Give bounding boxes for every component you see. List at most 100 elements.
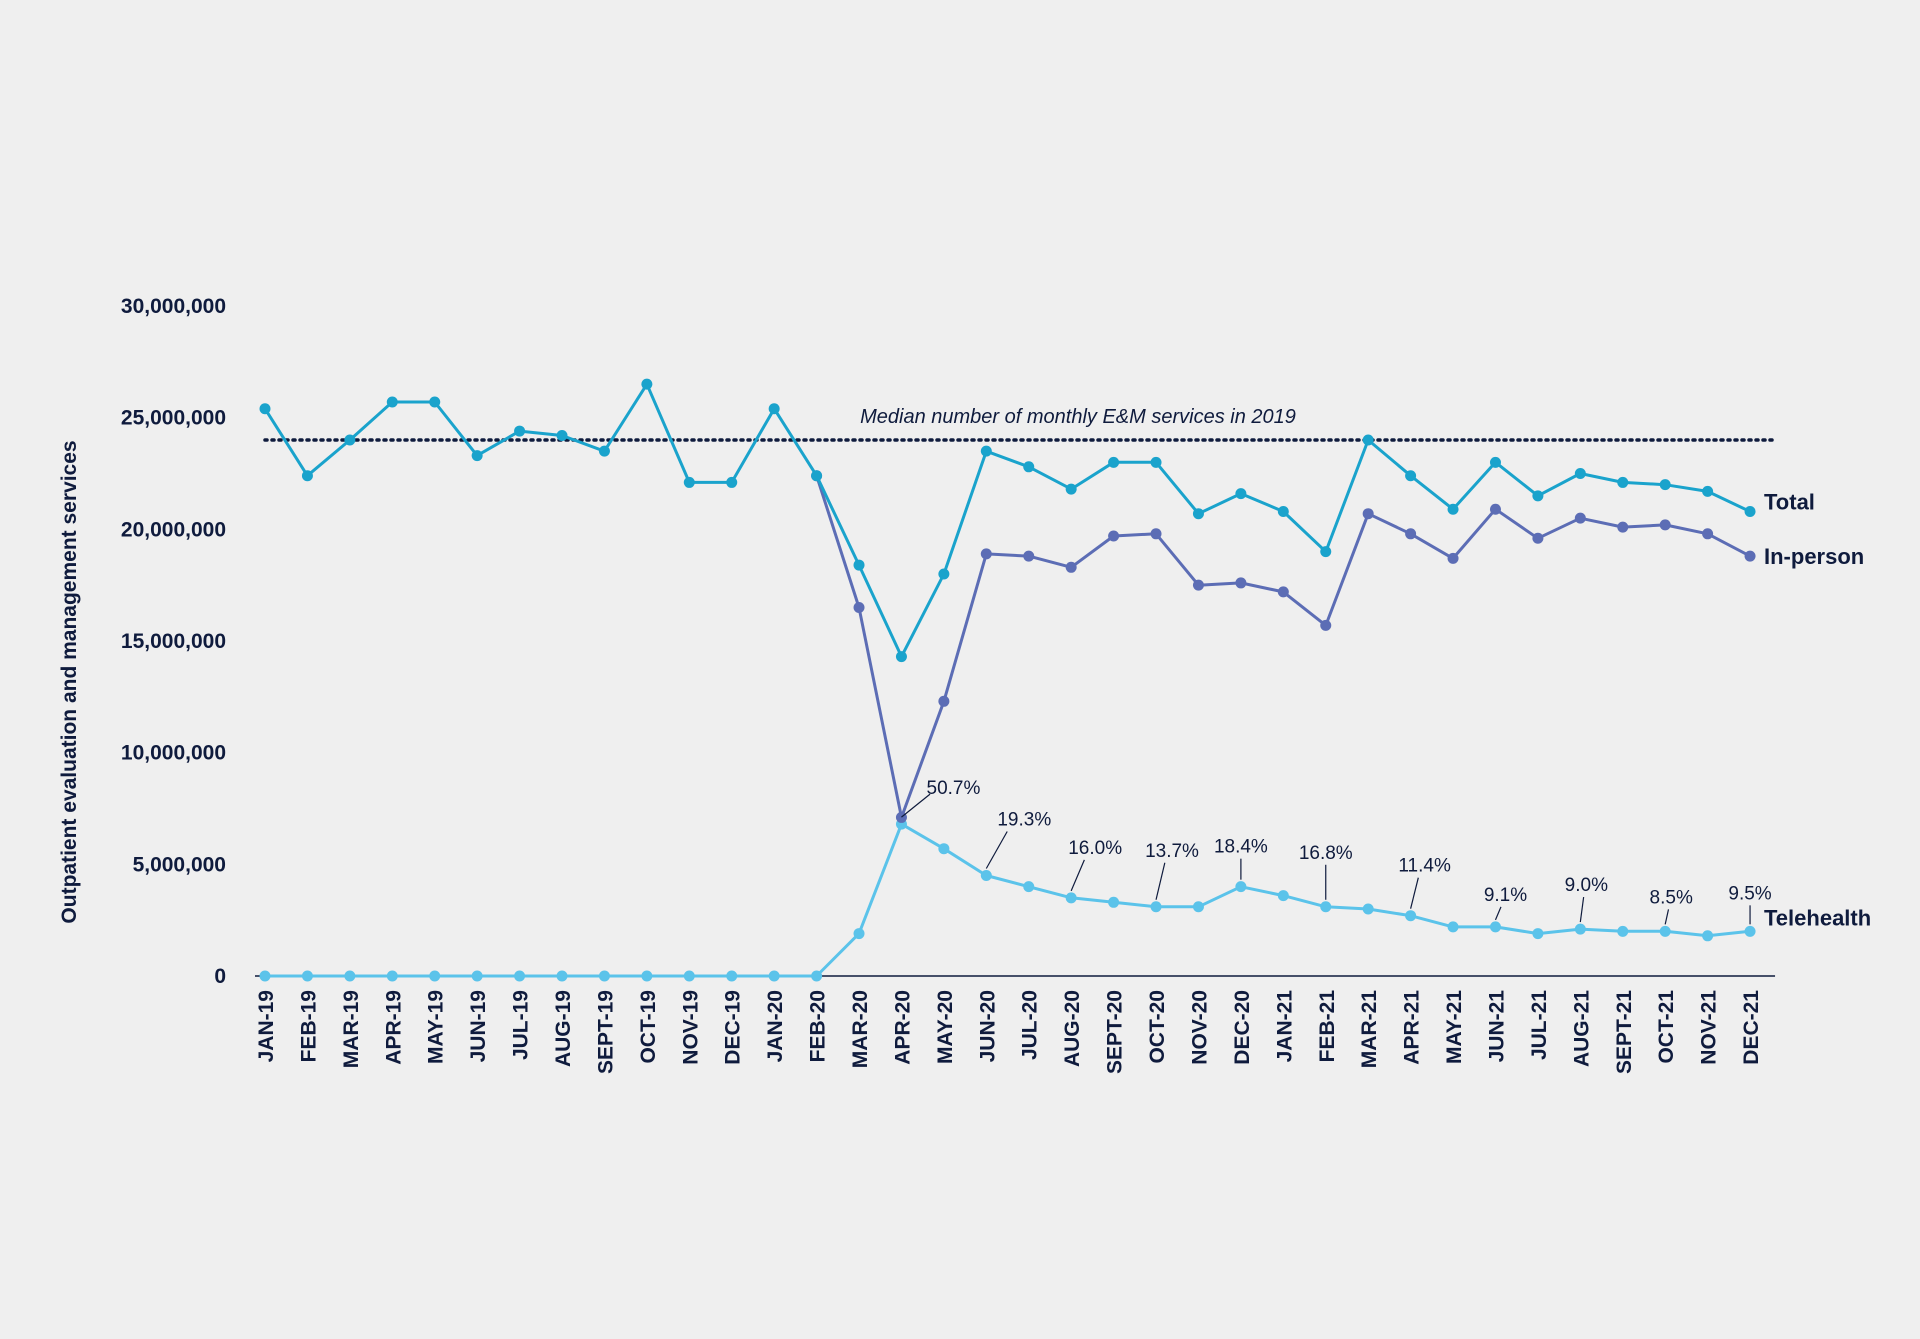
in-person-point [1532, 532, 1544, 544]
y-tick-label: 25,000,000 [121, 407, 226, 430]
in-person-point [1405, 528, 1417, 540]
telehealth-point [726, 970, 738, 982]
telehealth-point [853, 928, 865, 940]
telehealth-series-label: Telehealth [1764, 905, 1871, 930]
x-tick-label: OCT-20 [1146, 990, 1169, 1064]
total-point [811, 470, 823, 482]
x-tick-label: APR-19 [382, 990, 405, 1065]
y-tick-label: 0 [214, 965, 226, 988]
telehealth-point [1108, 896, 1120, 908]
x-tick-label: DEC-21 [1740, 990, 1763, 1065]
telehealth-point [1574, 923, 1586, 935]
telehealth-share-label: 9.5% [1728, 883, 1771, 904]
telehealth-share-leader [901, 793, 931, 818]
total-series-line [263, 382, 1751, 659]
telehealth-point [514, 970, 526, 982]
y-axis-title-group: Outpatient evaluation and management ser… [58, 440, 81, 923]
total-point [938, 568, 950, 580]
total-point [1277, 505, 1289, 517]
total-point [429, 396, 441, 408]
total-point [471, 450, 483, 462]
telehealth-share-label: 11.4% [1398, 856, 1451, 877]
telehealth-point [811, 970, 823, 982]
x-tick-label: DEC-19 [722, 990, 745, 1065]
telehealth-share-label: 16.8% [1299, 843, 1353, 864]
telehealth-point [1405, 910, 1417, 922]
x-tick-label: APR-20 [891, 990, 914, 1065]
x-tick-label: MAY-21 [1443, 990, 1466, 1064]
in-person-point [1744, 550, 1756, 562]
telehealth-point [1235, 881, 1247, 893]
telehealth-share-label: 8.5% [1650, 887, 1693, 908]
telehealth-point [683, 970, 695, 982]
total-point [683, 476, 695, 488]
total-point [726, 476, 738, 488]
total-point [1744, 505, 1756, 517]
telehealth-point [1659, 925, 1671, 937]
total-point [1362, 434, 1374, 446]
x-tick-label: SEPT-20 [1104, 990, 1127, 1074]
total-point [1320, 546, 1332, 558]
total-point [1447, 503, 1459, 515]
x-tick-label: AUG-21 [1570, 990, 1593, 1067]
x-tick-label: FEB-20 [807, 990, 830, 1062]
median-reference-group: Median number of monthly E&M services in… [263, 406, 1777, 442]
y-tick-label: 20,000,000 [121, 518, 226, 541]
in-person-point [1065, 561, 1077, 573]
y-axis-title: Outpatient evaluation and management ser… [58, 440, 81, 923]
x-tick-label: MAY-19 [425, 990, 448, 1064]
x-tick-label: NOV-19 [679, 990, 702, 1065]
telehealth-point [556, 970, 568, 982]
total-point [1405, 470, 1417, 482]
x-tick-label: JUN-21 [1485, 990, 1508, 1063]
y-tick-label: 30,000,000 [121, 295, 226, 318]
telehealth-point [1744, 925, 1756, 937]
telehealth-share-labels: 50.7% 19.3% 16.0% 13.7% 18.4% 16.8% 11.4% 9.1% 9… [901, 778, 1772, 925]
in-person-series-line [815, 475, 1751, 819]
in-person-point [1320, 619, 1332, 631]
telehealth-share-leader [1494, 906, 1502, 921]
total-point [1659, 479, 1671, 491]
telehealth-point [768, 970, 780, 982]
telehealth-point [1277, 890, 1289, 902]
telehealth-share-leader [1410, 877, 1419, 909]
total-point [1235, 488, 1247, 500]
x-tick-label: JUL-19 [510, 990, 533, 1060]
in-person-point [1150, 528, 1162, 540]
x-tick-label: JAN-20 [764, 990, 787, 1062]
total-point [980, 445, 992, 457]
in-person-point [1617, 521, 1629, 533]
total-point [1023, 461, 1035, 473]
in-person-point [1362, 508, 1374, 520]
telehealth-point [980, 870, 992, 881]
y-tick-label: 15,000,000 [121, 630, 226, 653]
telehealth-point [1362, 903, 1374, 915]
total-point [641, 378, 653, 390]
total-point [301, 470, 313, 482]
x-tick-label: NOV-21 [1698, 990, 1721, 1065]
y-tick-label: 5,000,000 [133, 853, 226, 876]
x-tick-label: APR-21 [1401, 990, 1424, 1065]
telehealth-point [344, 970, 356, 982]
total-point [556, 430, 568, 442]
telehealth-share-leader [985, 831, 1008, 869]
total-point [1617, 476, 1629, 488]
in-person-point [853, 602, 865, 613]
in-person-point [1023, 550, 1035, 562]
telehealth-point [938, 843, 950, 855]
x-tick-label: NOV-20 [1188, 990, 1211, 1065]
series-layer [259, 378, 1756, 982]
telehealth-share-leader [1155, 862, 1166, 900]
telehealth-series-line [265, 822, 1751, 978]
y-tick-label: 10,000,000 [121, 742, 226, 765]
x-tick-label: MAR-19 [340, 990, 363, 1068]
telehealth-share-label: 13.7% [1145, 841, 1199, 862]
x-tick-label: JAN-21 [1273, 990, 1296, 1063]
telehealth-point [471, 970, 483, 982]
in-person-point [938, 695, 950, 707]
total-point [1489, 456, 1501, 468]
telehealth-share-leader [1070, 859, 1085, 892]
x-tick-label: DEC-20 [1231, 990, 1254, 1065]
in-person-point [1277, 586, 1289, 598]
